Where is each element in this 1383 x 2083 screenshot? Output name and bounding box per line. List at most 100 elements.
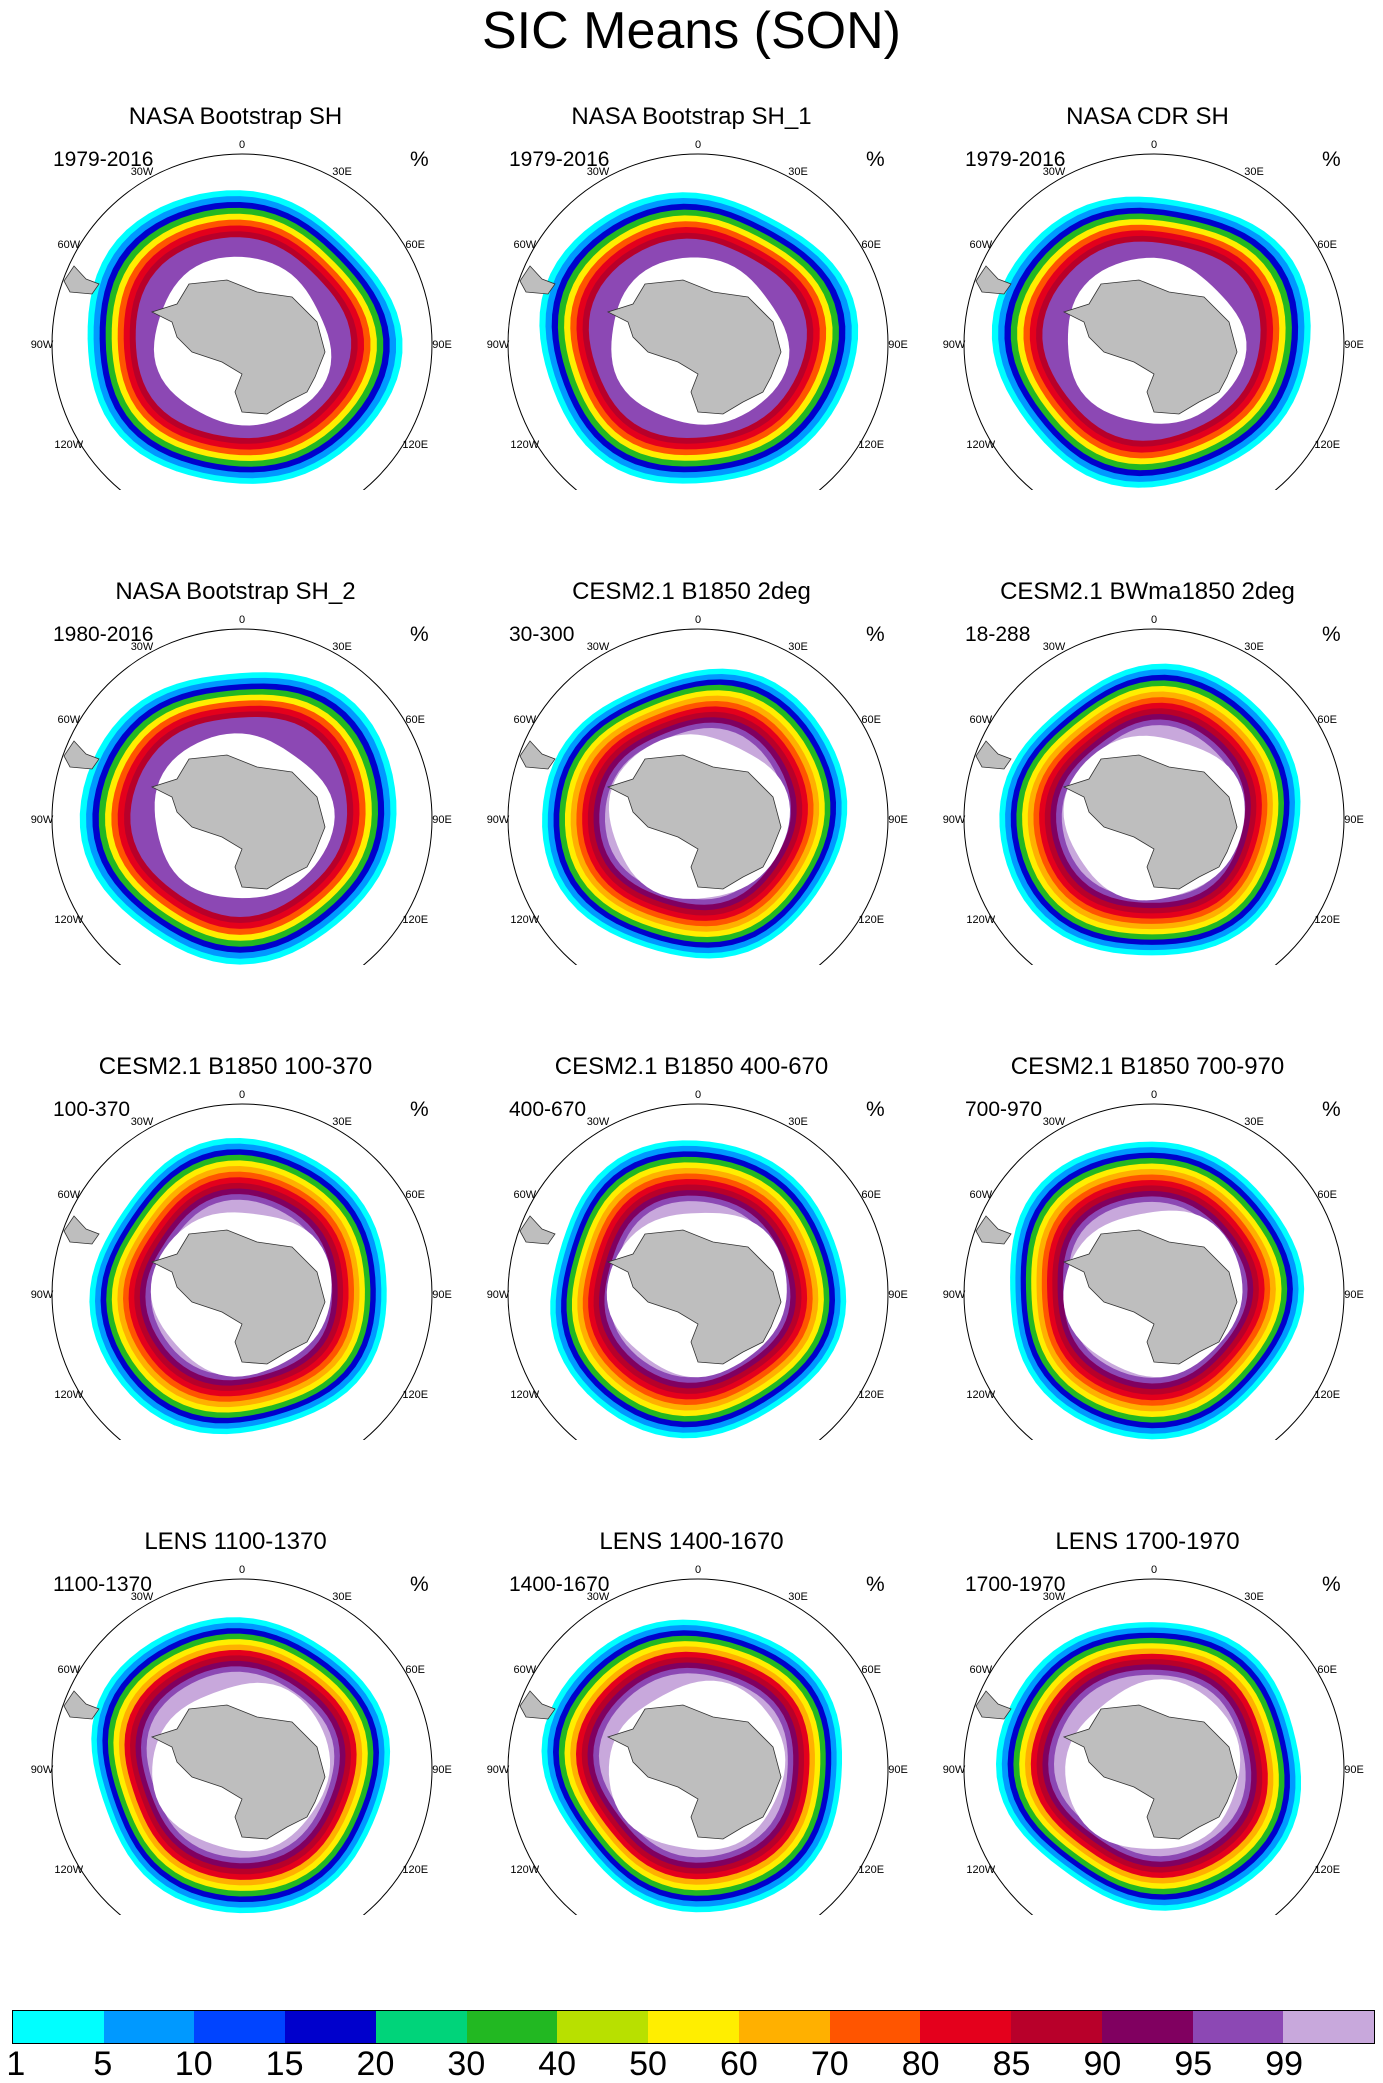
longitude-label: 0 <box>695 614 701 626</box>
panel-year-range: 1400-1670 <box>509 1573 610 1596</box>
longitude-label: 60W <box>969 239 992 251</box>
panel-title: LENS 1400-1670 <box>599 1528 784 1555</box>
antarctica-landmass <box>150 1229 326 1365</box>
longitude-label: 30E <box>1244 641 1264 653</box>
longitude-label: 30W <box>131 1116 154 1128</box>
panel-title: NASA Bootstrap SH_1 <box>571 103 812 130</box>
longitude-label: 120W <box>966 914 995 926</box>
longitude-label: 90W <box>943 1289 966 1301</box>
polar-map: 030E60E90E120E150E180150W120W90W60W30W <box>31 614 452 965</box>
colorbar-segment <box>375 2011 467 2043</box>
polar-map: 030E60E90E120E150E180150W120W90W60W30W <box>487 614 908 965</box>
longitude-label: 90W <box>487 1289 510 1301</box>
colorbar-segment <box>648 2011 739 2043</box>
colorbar-segment <box>466 2011 558 2043</box>
longitude-label: 90W <box>943 1764 966 1776</box>
longitude-label: 0 <box>695 1564 701 1576</box>
longitude-label: 90E <box>432 814 452 826</box>
longitude-label: 120E <box>858 1864 884 1876</box>
panel-unit: % <box>866 1573 885 1596</box>
map-panel: 030E60E90E120E150E180150W120W90W60W30WNA… <box>917 15 1378 490</box>
panel-unit: % <box>410 623 429 646</box>
colorbar <box>12 2010 1375 2044</box>
longitude-label: 120E <box>858 439 884 451</box>
colorbar-segment <box>194 2011 286 2043</box>
longitude-label: 60W <box>513 714 536 726</box>
polar-map: 030E60E90E120E150E180150W120W90W60W30W <box>943 1564 1364 1915</box>
panel-unit: % <box>410 1573 429 1596</box>
colorbar-segment <box>103 2011 195 2043</box>
map-panel: 030E60E90E120E150E180150W120W90W60W30WNA… <box>5 15 466 490</box>
longitude-label: 60E <box>861 714 881 726</box>
panel-year-range: 1980-2016 <box>53 623 154 646</box>
colorbar-tick-label: 95 <box>1174 2045 1213 2083</box>
longitude-label: 120E <box>402 1864 428 1876</box>
longitude-label: 0 <box>1151 139 1157 151</box>
panel-year-range: 1100-1370 <box>53 1573 152 1596</box>
longitude-label: 30E <box>1244 1591 1264 1603</box>
longitude-label: 120W <box>54 439 83 451</box>
polar-map: 030E60E90E120E150E180150W120W90W60W30W <box>943 1089 1364 1440</box>
polar-map: 030E60E90E120E150E180150W120W90W60W30W <box>487 1089 908 1440</box>
longitude-label: 120E <box>1314 1864 1340 1876</box>
longitude-label: 60E <box>861 239 881 251</box>
longitude-label: 120W <box>54 1389 83 1401</box>
map-panel: 030E60E90E120E150E180150W120W90W60W30WCE… <box>917 490 1378 965</box>
polar-map: 030E60E90E120E150E180150W120W90W60W30W <box>487 139 908 490</box>
polar-map: 030E60E90E120E150E180150W120W90W60W30W <box>31 139 452 490</box>
colorbar-tick-label: 15 <box>265 2045 304 2083</box>
panel-year-range: 30-300 <box>509 623 575 646</box>
south-america-tip <box>63 265 100 295</box>
longitude-label: 30E <box>788 1591 808 1603</box>
longitude-label: 90E <box>432 1289 452 1301</box>
longitude-label: 30E <box>332 166 352 178</box>
longitude-label: 30W <box>1043 166 1066 178</box>
colorbar-segment <box>285 2011 376 2043</box>
longitude-label: 0 <box>695 139 701 151</box>
colorbar-tick-label: 90 <box>1083 2045 1122 2083</box>
antarctica-landmass <box>1062 1704 1238 1840</box>
longitude-label: 60W <box>57 1664 80 1676</box>
panel-year-range: 1979-2016 <box>53 148 154 171</box>
colorbar-segment <box>738 2011 830 2043</box>
south-america-tip <box>519 1215 556 1245</box>
longitude-label: 30W <box>1043 1591 1066 1603</box>
antarctica-landmass <box>1062 1229 1238 1365</box>
longitude-label: 120W <box>510 1389 539 1401</box>
colorbar-tick-label: 20 <box>356 2045 395 2083</box>
map-panel: 030E60E90E120E150E180150W120W90W60W30WLE… <box>5 1440 466 1915</box>
antarctica-landmass <box>1062 279 1238 415</box>
longitude-label: 60W <box>513 1189 536 1201</box>
longitude-label: 30E <box>1244 166 1264 178</box>
longitude-label: 30W <box>587 166 610 178</box>
longitude-label: 90E <box>432 339 452 351</box>
panel-title: CESM2.1 B1850 400-670 <box>554 1053 829 1080</box>
antarctica-landmass <box>150 754 326 890</box>
longitude-label: 60E <box>405 1189 425 1201</box>
longitude-label: 90W <box>31 1764 54 1776</box>
longitude-label: 0 <box>239 139 245 151</box>
panel-unit: % <box>410 1098 429 1121</box>
longitude-label: 90W <box>487 1764 510 1776</box>
longitude-label: 120E <box>1314 914 1340 926</box>
colorbar-tick-label: 60 <box>720 2045 758 2083</box>
colorbar-segment <box>1101 2011 1193 2043</box>
longitude-label: 0 <box>239 614 245 626</box>
longitude-label: 60W <box>513 1664 536 1676</box>
longitude-label: 120E <box>1314 439 1340 451</box>
south-america-tip <box>975 265 1012 295</box>
longitude-label: 30W <box>131 166 154 178</box>
longitude-label: 30E <box>1244 1116 1264 1128</box>
figure-title: SIC Means (SON) <box>482 2 901 60</box>
longitude-label: 30E <box>788 166 808 178</box>
panel-title: LENS 1100-1370 <box>144 1528 327 1555</box>
longitude-label: 120W <box>510 914 539 926</box>
longitude-label: 120W <box>510 1864 539 1876</box>
longitude-label: 30E <box>788 641 808 653</box>
panel-year-range: 100-370 <box>53 1098 131 1121</box>
map-panel: 030E60E90E120E150E180150W120W90W60W30WLE… <box>461 1440 922 1915</box>
south-america-tip <box>63 740 100 770</box>
colorbar-tick-label: 5 <box>93 2045 113 2083</box>
longitude-label: 60W <box>969 714 992 726</box>
antarctica-landmass <box>606 1704 782 1840</box>
